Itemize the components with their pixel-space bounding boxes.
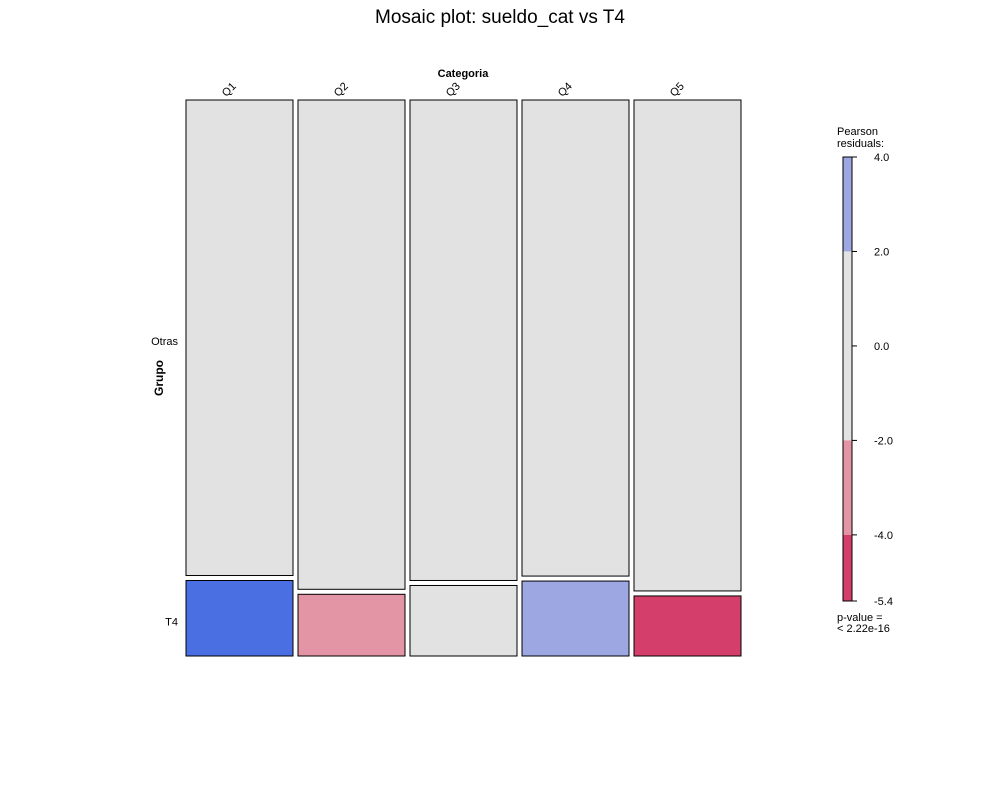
legend-band-0 [843,157,852,252]
cell-q3-otras [409,99,518,581]
x-tick-label-q2: Q2 [332,80,351,99]
legend-title-line1: Pearson [837,126,878,138]
legend-ticks: 4.0 2.0 0.0 -2.0 -4.0 -5.4 [852,152,893,608]
p-value-line2: < 2.22e-16 [837,623,890,635]
y-tick-labels: Otras T4 [151,336,178,628]
cell-q5-t4 [633,595,742,657]
y-tick-label-otras: Otras [151,336,178,348]
legend-tick-label: 0.0 [874,341,889,353]
legend-band-2 [843,440,852,535]
mosaic-cells [185,99,742,657]
cell-q2-t4 [297,593,406,657]
legend-band-3 [843,534,852,601]
legend-tick-label: -4.0 [874,530,893,542]
x-tick-label-q3: Q3 [444,80,463,99]
chart-title: Mosaic plot: sueldo_cat vs T4 [375,7,625,28]
x-tick-label-q1: Q1 [220,80,239,99]
legend-tick-label: 2.0 [874,246,889,258]
p-value-line1: p-value = [837,612,883,624]
residuals-legend: Pearson residuals: 4.0 2.0 0.0 -2.0 -4.0 -5.4… [837,126,893,635]
x-axis-label: Categoria [438,68,490,80]
x-tick-label-q5: Q5 [668,80,687,99]
cell-q4-otras [521,99,630,577]
legend-color-bar [842,156,853,602]
cell-q4-t4 [521,580,630,657]
legend-tick-label: -2.0 [874,435,893,447]
cell-q3-t4 [409,584,518,657]
legend-title-line2: residuals: [837,138,884,150]
legend-band-1 [843,251,852,441]
cell-q5-otras [633,99,742,592]
cell-q1-t4 [185,580,294,657]
legend-tick-label: -5.4 [874,596,893,608]
cell-q2-otras [297,99,406,590]
x-tick-label-q4: Q4 [556,80,575,99]
x-tick-labels: Q1 Q2 Q3 Q4 Q5 [220,80,687,99]
legend-bar-frame [842,156,853,602]
legend-tick-label: 4.0 [874,152,889,164]
cell-q1-otras [185,99,294,577]
y-tick-label-t4: T4 [165,617,178,629]
y-axis-label: Grupo [152,360,166,396]
